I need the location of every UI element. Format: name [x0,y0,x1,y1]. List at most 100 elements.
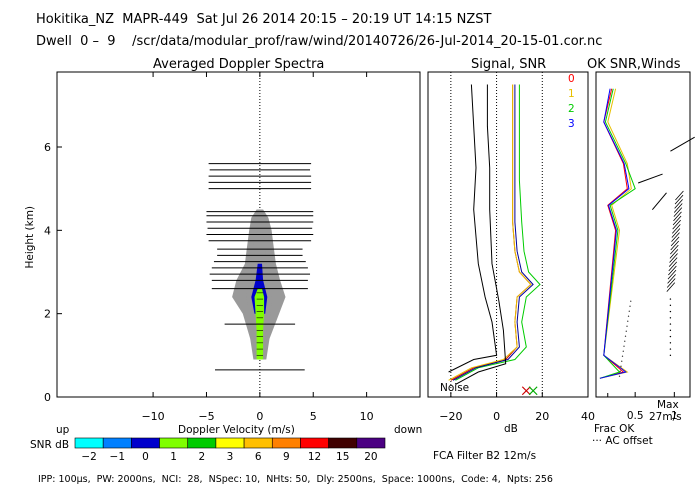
wind-barb [667,269,677,280]
winds-xtick-label-0: 0.5 [627,410,644,422]
wind-barb [674,199,683,209]
legend-swatch-6 [243,437,273,449]
legend-level-9: 15 [336,451,349,463]
legend-level-6: 6 [255,451,262,463]
max-label: Max [657,399,679,411]
signal-series-3 [452,84,534,381]
legend-level-10: 20 [364,451,377,463]
ac-offset-dot [620,365,622,367]
ac-offset-dot [619,370,621,372]
ac-offset-dot [618,375,621,377]
signal-xtick-label-0: −20 [439,410,462,423]
max-value: 27m/s [649,411,682,423]
beam-label-1: 1 [568,88,575,100]
wind-barb [675,190,684,201]
signal-xtick-label-3: 40 [581,410,595,423]
beam-label-0: 0 [568,73,575,85]
signal-marker-1 [528,386,538,396]
wind-dot [669,317,672,319]
wind-dot [669,298,672,300]
noise-label: Noise [440,382,470,394]
wind-barb [668,261,678,272]
wind-barb [670,244,679,255]
ac-offset-dot [627,315,630,317]
wind-barb [670,236,680,247]
legend-swatch-0 [74,437,104,449]
winds-title: OK SNR,Winds [587,57,681,72]
signal-x-label: dB [504,423,518,435]
dwell-path: Dwell 0 – 9 /scr/data/modular_prof/raw/w… [36,34,603,49]
beam-label-2: 2 [568,103,575,115]
station-title: Hokitika_NZ MAPR-449 Sat Jul 26 2014 20:… [36,12,492,27]
signal-title: Signal, SNR [471,57,547,72]
wind-dot [669,310,672,313]
spectra-xtick-label-0: −10 [141,410,164,423]
ac-offset-dot [625,330,627,332]
wind-dot [669,354,672,357]
ac-offset-dot [623,345,625,347]
legend-swatch-8 [300,437,329,449]
signal-series-1 [448,84,532,381]
fca-filter: FCA Filter B2 12m/s [433,450,537,462]
legend-swatch-10 [356,437,386,449]
wind-barb [671,232,680,242]
radar-params: IPP: 100μs, PW: 2000ns, NCI: 28, NSpec: … [38,474,553,485]
winds-series-1 [599,88,632,379]
wind-dot [669,342,672,344]
wind-barb [673,203,683,213]
legend-swatch-9 [328,437,358,449]
ac-offset-dot [624,340,626,342]
spectra-xtick-label-4: 10 [360,410,374,423]
wind-barb [668,257,678,267]
spectra-title: Averaged Doppler Spectra [153,57,325,72]
legend-level-0: −2 [81,451,96,463]
wind-barb [673,207,683,217]
wind-barb [672,215,682,226]
wind-dot [669,304,672,307]
wind-barb [671,224,681,234]
legend-swatch-4 [187,437,217,449]
frac-ok-label: Frac OK [594,423,635,435]
spectra-xtick-label-2: 0 [256,410,263,423]
legend-swatch-2 [131,437,160,449]
wind-dot [669,329,672,332]
spectra-xtick-label-1: −5 [198,410,214,423]
ac-offset-dot [628,310,630,312]
ac-offset-dot [624,335,627,337]
spectra-ytick-label-2: 4 [44,224,51,237]
ac-offset-dot [627,320,629,322]
legend-level-7: 9 [283,451,290,463]
spectra-ytick-label-0: 0 [44,391,51,404]
ac-offset-dot [621,355,624,357]
legend-swatch-1 [102,437,132,449]
signal-series-2 [455,84,541,381]
wind-barb [669,249,679,259]
legend-swatch-3 [159,437,189,449]
ac-offset-dot [630,300,632,302]
wind-barb [666,278,676,288]
wind-barb [667,274,676,284]
wind-barb [674,194,684,205]
legend-swatch-5 [215,437,245,449]
wind-barb [673,211,682,222]
legend-swatch-7 [271,437,301,449]
wind-barb [670,240,680,251]
spectra-frame [56,71,421,398]
ac-offset-dot [629,305,631,307]
wind-barb [671,228,681,238]
legend-level-5: 3 [227,451,234,463]
legend-up: up [56,424,70,436]
spectra-xtick-label-3: 5 [310,410,317,423]
winds-frame [595,71,691,398]
wind-dot [669,348,672,350]
legend-level-1: −1 [110,451,125,463]
wind-barb [668,265,677,276]
winds-series-2 [599,88,636,379]
winds-series-0 [599,88,628,379]
wind-barb [666,282,676,292]
legend-level-2: 0 [142,451,149,463]
wind-arrow-1 [637,173,663,184]
wind-barb [669,253,678,263]
winds-series-3 [599,88,630,379]
